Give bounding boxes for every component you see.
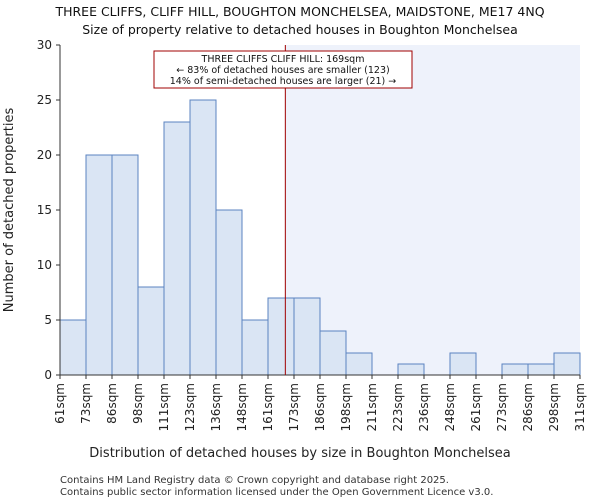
x-tick-label: 86sqm xyxy=(105,383,119,424)
bar-298sqm xyxy=(553,352,581,376)
y-tick-label: 30 xyxy=(37,38,52,52)
bar-98sqm xyxy=(137,286,165,376)
bar-161sqm xyxy=(267,297,295,376)
bar-273sqm xyxy=(501,363,529,376)
y-axis-label: Number of detached properties xyxy=(2,108,17,313)
x-axis-ticks: 61sqm 73sqm 86sqm 98sqm 111sqm 123sqm 136sqm 14… xyxy=(53,375,587,431)
bars-group xyxy=(59,99,581,376)
bar-73sqm xyxy=(85,154,113,376)
bar-123sqm xyxy=(189,99,217,376)
x-tick-label: 73sqm xyxy=(79,383,93,424)
x-tick-label: 236sqm xyxy=(417,383,431,431)
x-tick-label: 273sqm xyxy=(495,383,509,431)
y-tick-label: 0 xyxy=(44,368,52,382)
y-tick-label: 20 xyxy=(37,148,52,162)
x-tick-label: 111sqm xyxy=(157,383,171,431)
x-tick-label: 123sqm xyxy=(183,383,197,431)
x-tick-label: 148sqm xyxy=(235,383,249,431)
annotation-line-3: 14% of semi-detached houses are larger (… xyxy=(170,76,397,87)
bar-186sqm xyxy=(319,330,347,376)
bar-248sqm xyxy=(449,352,477,376)
chart-subtitle: Size of property relative to detached ho… xyxy=(82,22,518,37)
bar-61sqm xyxy=(59,319,87,376)
highlight-region xyxy=(285,45,580,375)
annotation-frame xyxy=(153,50,413,89)
annotation-box: THREE CLIFFS CLIFF HILL: 169sqm ← 83% of… xyxy=(153,50,413,89)
bar-173sqm xyxy=(293,297,321,376)
x-tick-label: 161sqm xyxy=(261,383,275,431)
y-tick-label: 5 xyxy=(44,313,52,327)
x-tick-label: 286sqm xyxy=(521,383,535,431)
bar-86sqm xyxy=(111,154,139,376)
y-tick-label: 25 xyxy=(37,93,52,107)
x-tick-label: 311sqm xyxy=(573,383,587,431)
bar-198sqm xyxy=(345,352,373,376)
footer-line-2: Contains public sector information licen… xyxy=(60,487,493,498)
bar-286sqm xyxy=(527,363,555,376)
footer-line-1: Contains HM Land Registry data © Crown c… xyxy=(60,475,449,486)
bar-223sqm xyxy=(397,363,425,376)
y-tick-label: 15 xyxy=(37,203,52,217)
x-tick-label: 261sqm xyxy=(469,383,483,431)
bar-136sqm xyxy=(215,209,243,376)
x-tick-label: 61sqm xyxy=(53,383,67,424)
x-tick-label: 198sqm xyxy=(339,383,353,431)
bar-111sqm xyxy=(163,121,191,376)
x-tick-label: 98sqm xyxy=(131,383,145,424)
x-tick-label: 136sqm xyxy=(209,383,223,431)
x-tick-label: 298sqm xyxy=(547,383,561,431)
x-axis-label: Distribution of detached houses by size … xyxy=(89,446,510,461)
chart-title: THREE CLIFFS, CLIFF HILL, BOUGHTON MONCH… xyxy=(54,4,544,19)
annotation-line-2: ← 83% of detached houses are smaller (12… xyxy=(176,65,389,76)
y-axis-ticks: 0 5 10 15 20 25 30 xyxy=(37,38,60,382)
x-tick-label: 248sqm xyxy=(443,383,457,431)
x-tick-label: 186sqm xyxy=(313,383,327,431)
x-tick-label: 223sqm xyxy=(391,383,405,431)
bar-148sqm xyxy=(241,319,269,376)
annotation-line-1: THREE CLIFFS CLIFF HILL: 169sqm xyxy=(201,54,365,65)
x-tick-label: 173sqm xyxy=(287,383,301,431)
x-tick-label: 211sqm xyxy=(365,383,379,431)
y-tick-label: 10 xyxy=(37,258,52,272)
